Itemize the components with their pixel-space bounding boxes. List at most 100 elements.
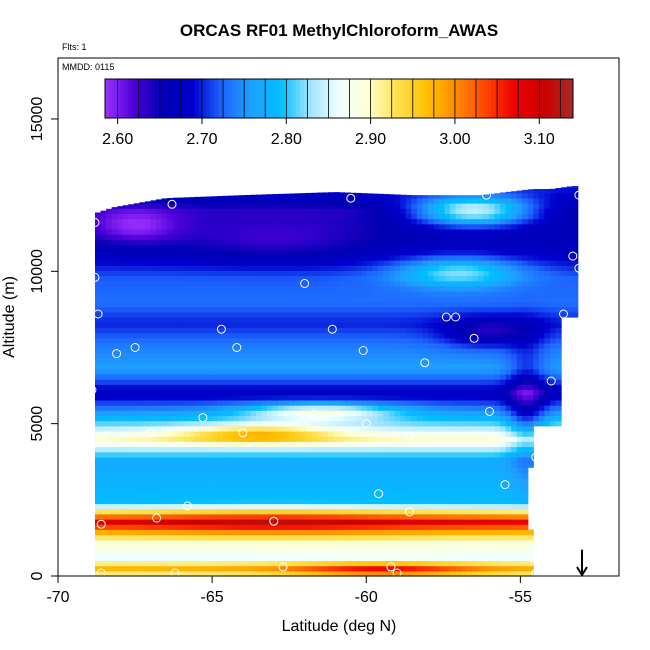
heatmap-cell bbox=[183, 322, 190, 328]
heatmap-cell bbox=[416, 508, 423, 515]
heatmap-cell bbox=[228, 503, 235, 510]
heatmap-cell bbox=[233, 358, 240, 365]
heatmap-cell bbox=[438, 280, 446, 287]
heatmap-cell bbox=[427, 394, 435, 401]
heatmap-cell bbox=[305, 420, 312, 427]
heatmap-cell bbox=[261, 570, 268, 577]
heatmap-cell bbox=[278, 441, 285, 448]
heatmap-cell bbox=[233, 363, 240, 370]
heatmap-cell bbox=[94, 415, 102, 422]
heatmap-cell bbox=[283, 197, 290, 204]
heatmap-cell bbox=[361, 487, 368, 494]
heatmap-cell bbox=[394, 317, 401, 323]
heatmap-cell bbox=[122, 451, 129, 458]
heatmap-cell bbox=[450, 513, 457, 520]
heatmap-cell bbox=[167, 410, 174, 417]
heatmap-cell bbox=[377, 353, 385, 360]
heatmap-cell bbox=[461, 410, 468, 417]
heatmap-cell bbox=[405, 441, 412, 448]
heatmap-cell bbox=[422, 451, 429, 458]
heatmap-cell bbox=[316, 394, 324, 401]
heatmap-cell bbox=[250, 373, 257, 380]
heatmap-cell bbox=[178, 487, 185, 494]
heatmap-cell bbox=[372, 249, 379, 256]
heatmap-cell bbox=[400, 405, 407, 411]
heatmap-cell bbox=[272, 394, 279, 401]
heatmap-cell bbox=[322, 394, 329, 401]
heatmap-cell bbox=[200, 306, 207, 313]
heatmap-cell bbox=[311, 555, 318, 562]
heatmap-cell bbox=[111, 291, 118, 297]
heatmap-cell bbox=[117, 493, 124, 499]
heatmap-cell bbox=[294, 322, 301, 328]
heatmap-cell bbox=[444, 456, 451, 463]
heatmap-cell bbox=[400, 280, 407, 287]
heatmap-cell bbox=[178, 524, 185, 530]
heatmap-cell bbox=[416, 462, 423, 468]
heatmap-cell bbox=[122, 544, 129, 551]
heatmap-cell bbox=[250, 555, 257, 562]
heatmap-cell bbox=[133, 322, 140, 328]
heatmap-cell bbox=[438, 296, 446, 303]
heatmap-cell bbox=[111, 353, 118, 360]
heatmap-cell bbox=[316, 301, 324, 308]
heatmap-cell bbox=[205, 513, 213, 520]
heatmap-cell bbox=[305, 363, 312, 370]
heatmap-cell bbox=[427, 436, 435, 442]
heatmap-cell bbox=[455, 389, 462, 396]
heatmap-cell bbox=[438, 317, 446, 323]
heatmap-cell bbox=[350, 503, 357, 510]
heatmap-cell bbox=[128, 296, 135, 303]
heatmap-cell bbox=[455, 503, 462, 510]
heatmap-cell bbox=[150, 311, 157, 318]
heatmap-cell bbox=[161, 213, 168, 220]
heatmap-cell bbox=[316, 565, 324, 572]
heatmap-cell bbox=[150, 550, 157, 556]
heatmap-cell bbox=[372, 513, 379, 520]
heatmap-cell bbox=[117, 332, 124, 339]
heatmap-cell bbox=[244, 472, 251, 479]
heatmap-cell bbox=[255, 213, 263, 220]
heatmap-cell bbox=[200, 441, 207, 448]
heatmap-cell bbox=[100, 223, 107, 230]
heatmap-cell bbox=[144, 228, 152, 235]
heatmap-cell bbox=[394, 332, 401, 339]
heatmap-cell bbox=[178, 550, 185, 556]
heatmap-cell bbox=[205, 467, 213, 473]
heatmap-cell bbox=[361, 311, 368, 318]
heatmap-cell bbox=[355, 456, 362, 463]
heatmap-cell bbox=[322, 451, 329, 458]
heatmap-cell bbox=[239, 239, 246, 246]
heatmap-cell bbox=[261, 519, 268, 525]
heatmap-cell bbox=[117, 223, 124, 230]
heatmap-cell bbox=[300, 373, 307, 380]
heatmap-cell bbox=[250, 430, 257, 437]
heatmap-cell bbox=[244, 208, 251, 214]
heatmap-cell bbox=[178, 477, 185, 484]
heatmap-cell bbox=[139, 379, 146, 385]
heatmap-cell bbox=[183, 265, 190, 271]
heatmap-cell bbox=[272, 430, 279, 437]
heatmap-cell bbox=[427, 197, 435, 204]
heatmap-cell bbox=[416, 353, 423, 360]
heatmap-cell bbox=[294, 513, 301, 520]
heatmap-cell bbox=[233, 384, 240, 391]
heatmap-cell bbox=[416, 524, 423, 530]
heatmap-cell bbox=[144, 430, 152, 437]
heatmap-cell bbox=[211, 508, 218, 515]
heatmap-cell bbox=[133, 493, 140, 499]
heatmap-cell bbox=[189, 544, 196, 551]
heatmap-cell bbox=[133, 420, 140, 427]
heatmap-cell bbox=[278, 265, 285, 271]
heatmap-cell bbox=[266, 197, 274, 204]
heatmap-cell bbox=[239, 436, 246, 442]
heatmap-cell bbox=[172, 244, 179, 251]
heatmap-cell bbox=[139, 311, 146, 318]
heatmap-cell bbox=[278, 534, 285, 541]
heatmap-cell bbox=[261, 234, 268, 240]
heatmap-cell bbox=[394, 265, 401, 271]
heatmap-cell bbox=[405, 327, 412, 334]
heatmap-cell bbox=[283, 213, 290, 220]
heatmap-cell bbox=[266, 275, 274, 282]
heatmap-cell bbox=[189, 498, 196, 505]
